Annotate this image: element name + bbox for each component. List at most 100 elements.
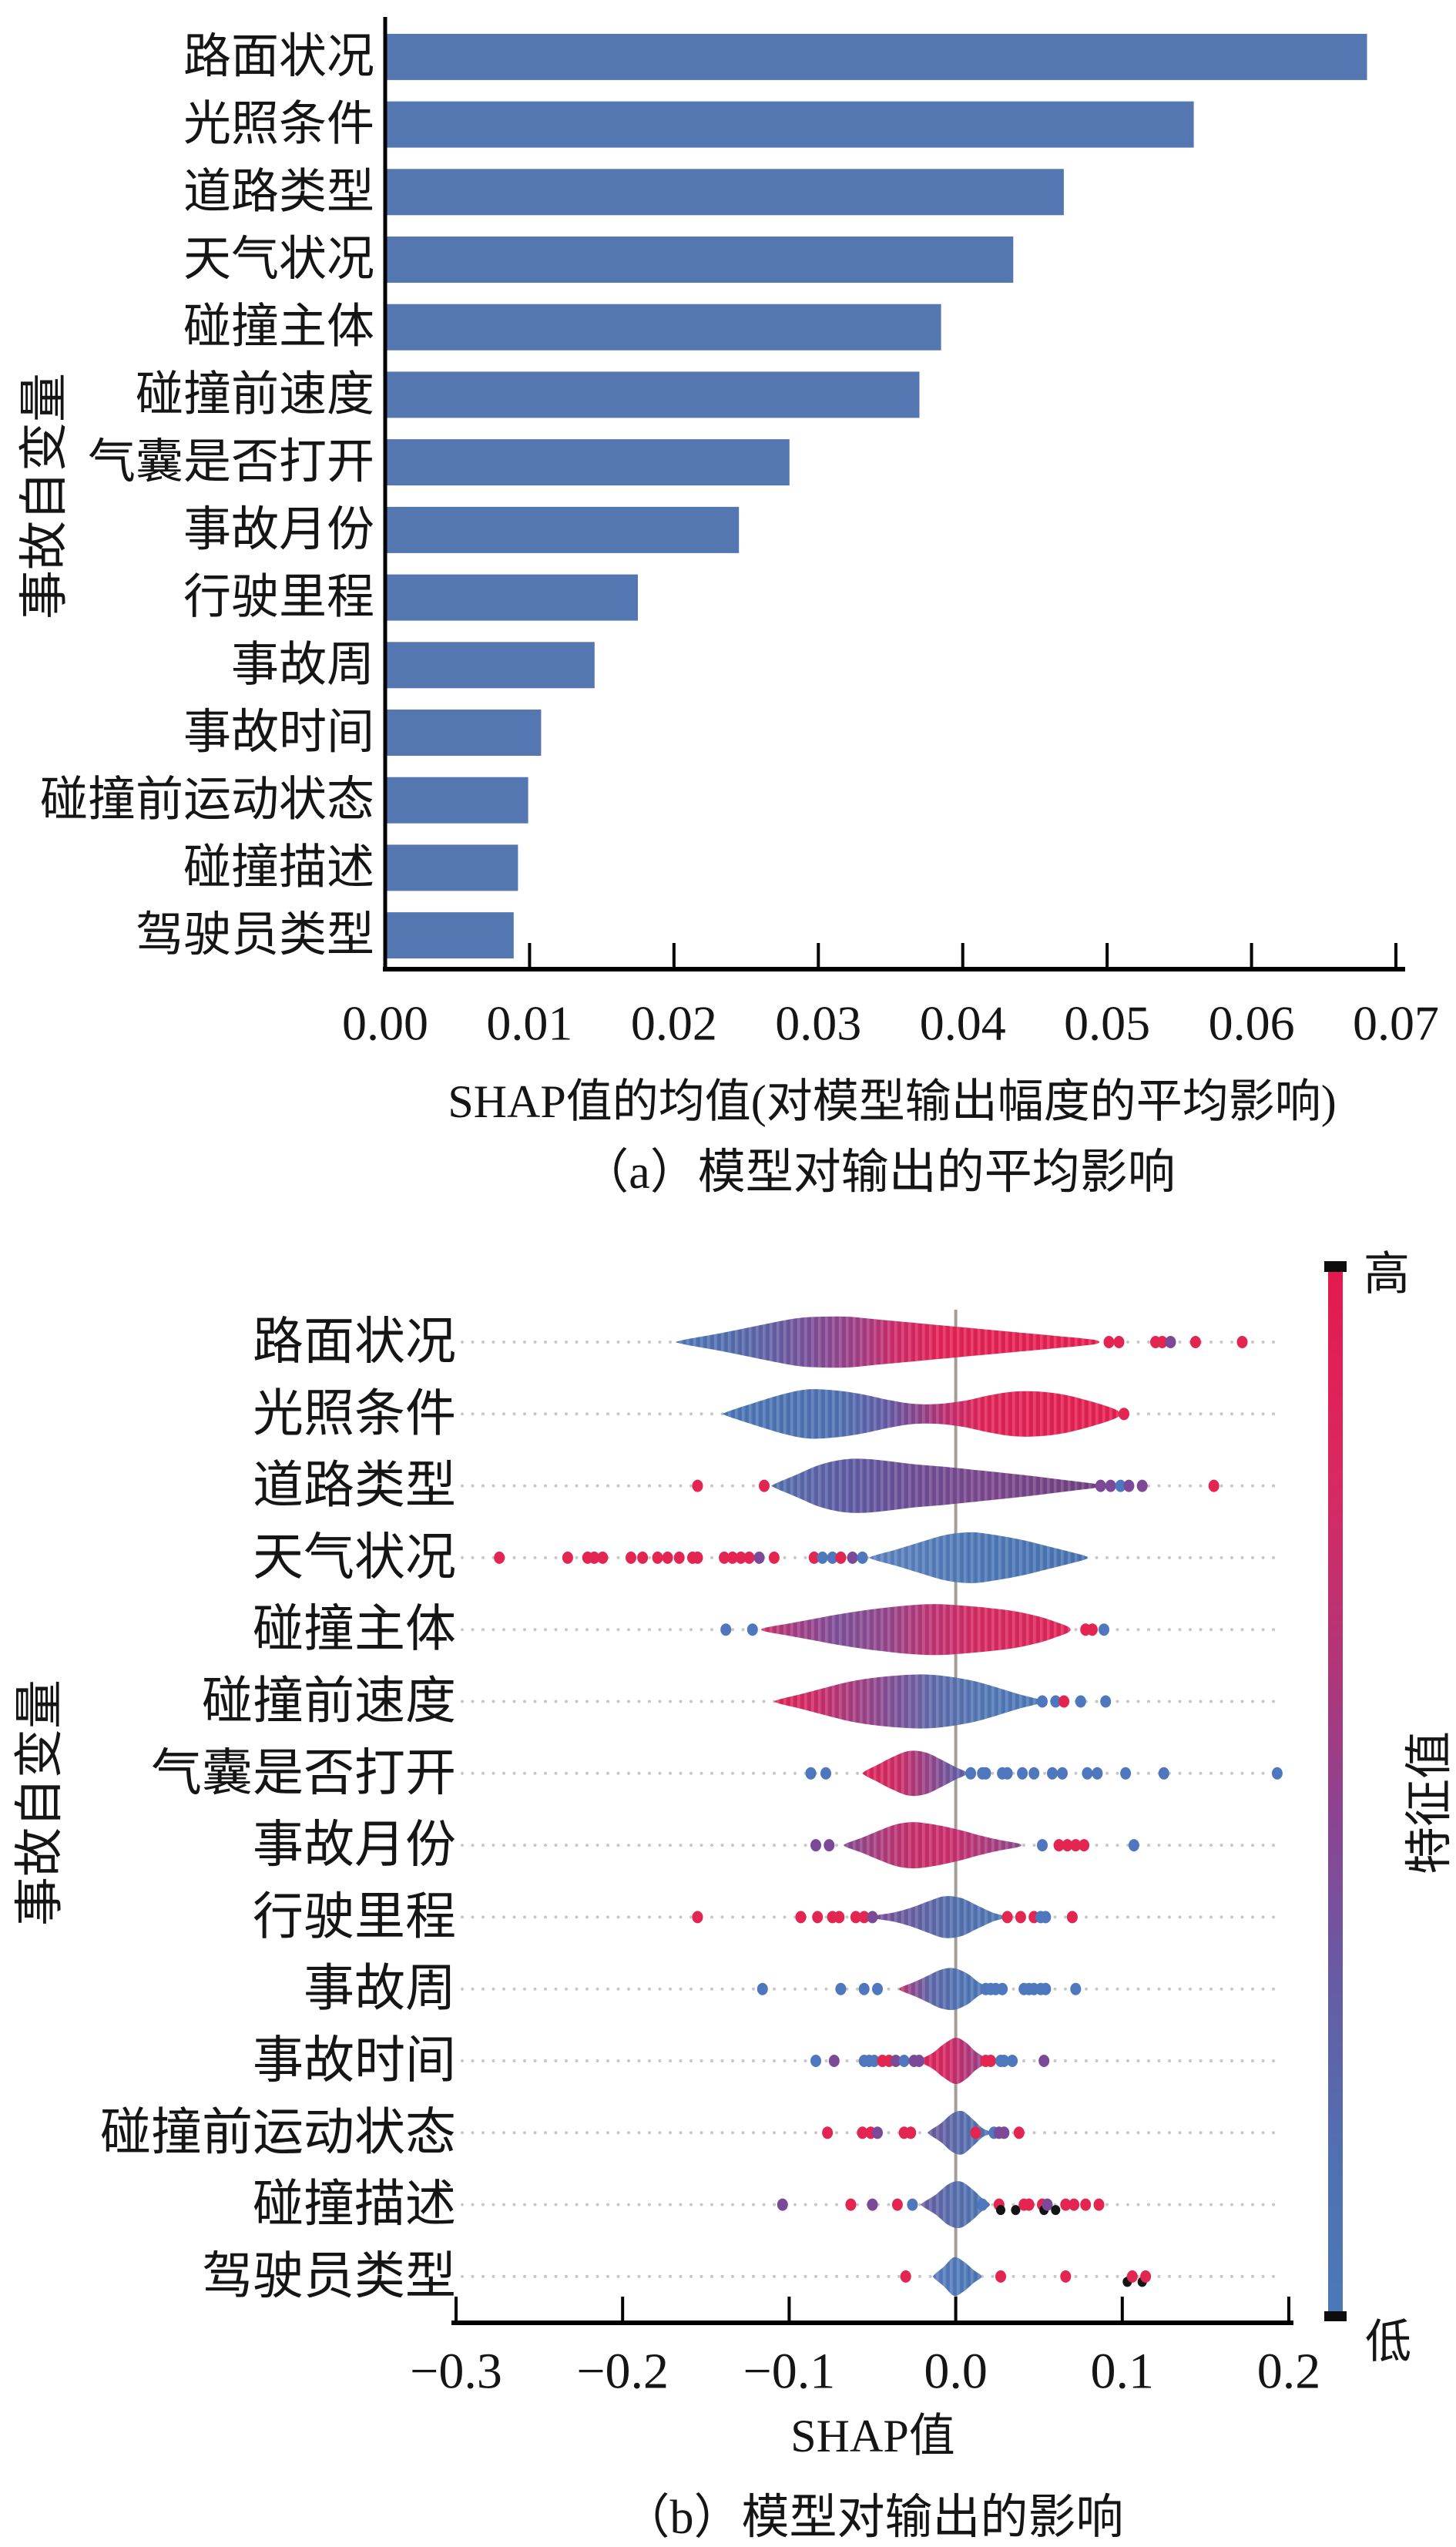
- data-point: [1136, 1479, 1148, 1492]
- x-tick-label: 0.03: [775, 996, 861, 1051]
- data-point: [1053, 1839, 1065, 1852]
- data-point: [692, 1479, 703, 1492]
- data-point: [757, 1982, 768, 1995]
- data-point: [1015, 1911, 1026, 1924]
- data-point: [834, 1911, 845, 1924]
- data-point: [1042, 2198, 1053, 2211]
- data-point: [735, 1551, 746, 1564]
- data-point: [805, 1767, 817, 1780]
- violin-banding: [921, 2181, 990, 2229]
- data-point: [890, 2055, 901, 2067]
- violin-banding: [844, 1822, 1022, 1869]
- data-point: [1120, 1767, 1132, 1780]
- category-label: 事故时间: [183, 706, 374, 759]
- data-point: [1093, 2198, 1105, 2211]
- x-tick-label: 0.1: [1091, 2344, 1155, 2400]
- category-label: 碰撞前运动状态: [100, 2105, 456, 2161]
- data-point: [1023, 2198, 1035, 2211]
- colorbar: [1324, 1261, 1347, 2321]
- x-tick-label: 0.2: [1257, 2344, 1321, 2400]
- panel-a-caption: （a）模型对输出的平均影响: [581, 1146, 1176, 1199]
- data-point: [1119, 1408, 1129, 1421]
- data-point: [808, 1551, 820, 1564]
- category-label: 气囊是否打开: [88, 436, 374, 488]
- data-point: [759, 1479, 770, 1492]
- y-category-labels: 路面状况光照条件道路类型天气状况碰撞主体碰撞前速度气囊是否打开事故月份行驶里程事…: [100, 1314, 456, 2305]
- data-point: [980, 1767, 991, 1780]
- bar: [385, 777, 528, 824]
- category-label: 事故时间: [253, 2033, 456, 2089]
- data-point: [1051, 2205, 1061, 2216]
- data-point: [824, 1839, 835, 1852]
- data-point: [857, 2126, 868, 2139]
- data-point: [1140, 2270, 1152, 2283]
- category-label: 碰撞主体: [253, 1602, 456, 1658]
- colorbar-top-cap: [1324, 1261, 1347, 1272]
- data-point: [985, 2055, 996, 2067]
- data-point: [1236, 1336, 1248, 1348]
- violin-banding: [919, 2037, 988, 2085]
- category-label: 气囊是否打开: [151, 1745, 456, 1801]
- category-label: 路面状况: [183, 31, 374, 83]
- data-point: [1103, 1336, 1115, 1348]
- violin-banding: [928, 2110, 990, 2155]
- data-point: [858, 1982, 870, 1995]
- bar: [385, 506, 740, 553]
- data-point: [1040, 1982, 1052, 1995]
- data-point: [1075, 1695, 1086, 1708]
- x-tick-label: 0.05: [1064, 996, 1150, 1051]
- data-point: [907, 2198, 918, 2211]
- data-point: [768, 1551, 780, 1564]
- bar: [385, 237, 1014, 283]
- x-tick-label: 0.07: [1353, 996, 1439, 1051]
- data-point: [692, 1551, 703, 1564]
- data-point: [1070, 1982, 1082, 1995]
- x-ticks: 0.00 0.01 0.02 0.03 0.04 0.05 0.06 0.07: [342, 943, 1439, 1051]
- data-point: [1040, 1911, 1052, 1924]
- data-point: [1189, 1336, 1201, 1348]
- data-point: [795, 1911, 807, 1924]
- category-label: 道路类型: [183, 166, 374, 218]
- data-point: [1158, 1767, 1169, 1780]
- data-point: [1047, 1767, 1058, 1780]
- x-tick-label: −0.3: [410, 2344, 502, 2400]
- data-point: [1037, 1839, 1048, 1852]
- bar: [385, 912, 514, 959]
- data-point: [822, 2126, 834, 2139]
- data-point: [1037, 1695, 1048, 1708]
- data-point: [998, 2055, 1010, 2067]
- data-point: [1126, 2270, 1138, 2283]
- x-tick-label: 0.00: [342, 996, 428, 1051]
- colorbar-low-label: 低: [1365, 2317, 1411, 2367]
- x-tick-label: 0.01: [486, 996, 572, 1051]
- bar: [385, 439, 790, 486]
- x-tick-label: 0.0: [924, 2344, 988, 2400]
- data-point: [1165, 1336, 1176, 1348]
- data-point: [1066, 1911, 1078, 1924]
- y-category-labels: 路面状况光照条件道路类型天气状况碰撞主体碰撞前速度气囊是否打开事故月份行驶里程事…: [40, 31, 374, 961]
- data-point: [835, 1982, 847, 1995]
- data-point: [726, 1551, 738, 1564]
- data-point: [965, 1767, 977, 1780]
- colorbar-gradient: [1328, 1271, 1343, 2312]
- data-point: [835, 1551, 847, 1564]
- panel-b-y-axis-title: 事故自变量: [12, 1680, 67, 1926]
- violin-banding: [862, 1750, 968, 1797]
- data-point: [662, 1551, 673, 1564]
- data-point: [1050, 1695, 1062, 1708]
- data-point: [1038, 2055, 1050, 2067]
- data-point: [1070, 1839, 1082, 1852]
- data-point: [746, 1623, 758, 1636]
- data-point: [810, 2055, 821, 2067]
- violin-banding: [869, 1532, 1088, 1583]
- violin-banding: [873, 1896, 1004, 1938]
- data-point: [1156, 1336, 1168, 1348]
- data-point: [1095, 1479, 1106, 1492]
- category-label: 碰撞主体: [183, 301, 374, 354]
- data-point: [743, 1551, 755, 1564]
- colorbar-bottom-cap: [1324, 2311, 1347, 2321]
- data-point: [1082, 1767, 1093, 1780]
- data-point: [753, 1551, 765, 1564]
- violin-banding: [722, 1389, 1121, 1439]
- x-tick-label: −0.1: [743, 2344, 836, 2400]
